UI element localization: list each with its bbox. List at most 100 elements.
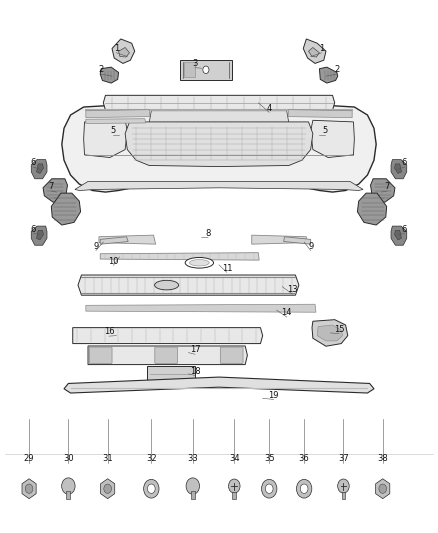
FancyBboxPatch shape [220, 347, 243, 364]
Polygon shape [78, 275, 299, 295]
Text: 9: 9 [93, 242, 99, 251]
Polygon shape [43, 179, 67, 202]
Text: 18: 18 [190, 367, 200, 376]
Circle shape [297, 479, 312, 498]
Text: 33: 33 [187, 455, 198, 463]
Polygon shape [36, 164, 43, 173]
Text: 2: 2 [334, 66, 339, 74]
Text: 15: 15 [334, 325, 344, 334]
Polygon shape [100, 253, 259, 260]
Circle shape [300, 484, 308, 494]
Polygon shape [73, 328, 263, 344]
Text: 38: 38 [378, 455, 388, 463]
Polygon shape [101, 479, 115, 499]
Text: 9: 9 [308, 242, 313, 251]
Polygon shape [288, 110, 352, 118]
Text: 31: 31 [102, 455, 113, 463]
Polygon shape [319, 67, 338, 83]
Circle shape [25, 484, 33, 494]
Polygon shape [376, 479, 390, 499]
Circle shape [229, 479, 240, 493]
Text: 36: 36 [299, 455, 310, 463]
Polygon shape [62, 99, 376, 192]
Circle shape [265, 484, 273, 494]
Polygon shape [88, 346, 247, 365]
Circle shape [261, 479, 277, 498]
Circle shape [104, 484, 112, 494]
Text: 10: 10 [108, 257, 119, 265]
Polygon shape [284, 237, 311, 244]
Polygon shape [303, 39, 326, 63]
Polygon shape [357, 193, 387, 225]
FancyBboxPatch shape [89, 347, 112, 364]
Polygon shape [99, 235, 155, 244]
Polygon shape [395, 230, 402, 240]
Polygon shape [395, 164, 402, 173]
Text: 5: 5 [322, 126, 327, 135]
Text: 7: 7 [385, 182, 390, 191]
Text: 6: 6 [402, 225, 407, 234]
Text: 5: 5 [111, 126, 116, 135]
FancyBboxPatch shape [342, 492, 345, 499]
Polygon shape [308, 47, 319, 57]
Text: 2: 2 [99, 66, 104, 74]
Circle shape [62, 478, 75, 494]
Polygon shape [31, 226, 47, 245]
Polygon shape [312, 320, 348, 346]
FancyBboxPatch shape [155, 347, 177, 364]
Text: 16: 16 [104, 327, 114, 336]
Circle shape [338, 479, 349, 493]
Text: 11: 11 [222, 264, 232, 272]
Polygon shape [100, 237, 128, 244]
Polygon shape [86, 304, 316, 312]
Text: 17: 17 [190, 345, 200, 354]
Polygon shape [314, 131, 323, 140]
Text: 30: 30 [63, 455, 74, 463]
FancyBboxPatch shape [233, 492, 236, 499]
Polygon shape [100, 67, 119, 83]
Circle shape [203, 66, 209, 74]
FancyBboxPatch shape [184, 62, 195, 77]
Polygon shape [317, 325, 343, 341]
Text: 14: 14 [282, 308, 292, 317]
Polygon shape [391, 226, 407, 245]
Ellipse shape [190, 260, 209, 266]
Text: 6: 6 [31, 158, 36, 167]
Polygon shape [119, 47, 130, 57]
Polygon shape [51, 193, 81, 225]
Polygon shape [22, 479, 36, 499]
Polygon shape [103, 95, 335, 110]
Circle shape [186, 478, 200, 494]
Polygon shape [75, 181, 363, 190]
Polygon shape [36, 230, 43, 240]
Polygon shape [125, 122, 313, 166]
Circle shape [148, 484, 155, 494]
Text: 8: 8 [205, 229, 211, 238]
Polygon shape [311, 120, 354, 158]
Text: 1: 1 [319, 44, 324, 53]
Polygon shape [115, 131, 124, 140]
FancyBboxPatch shape [191, 491, 195, 499]
Polygon shape [64, 377, 374, 393]
Polygon shape [112, 39, 135, 63]
Text: 1: 1 [114, 44, 119, 53]
Circle shape [144, 479, 159, 498]
Polygon shape [31, 160, 47, 179]
Text: 19: 19 [268, 391, 279, 400]
Text: 7: 7 [48, 182, 53, 191]
Polygon shape [391, 160, 407, 179]
Text: 37: 37 [338, 455, 349, 463]
Text: 13: 13 [287, 285, 298, 294]
Polygon shape [252, 235, 306, 244]
Text: 4: 4 [267, 103, 272, 112]
Text: 6: 6 [402, 158, 407, 167]
Polygon shape [86, 119, 146, 124]
FancyBboxPatch shape [67, 491, 70, 499]
Ellipse shape [185, 257, 214, 268]
Text: 29: 29 [24, 455, 34, 463]
FancyBboxPatch shape [147, 367, 195, 381]
Polygon shape [371, 179, 395, 202]
FancyBboxPatch shape [180, 60, 232, 80]
Text: 6: 6 [31, 225, 36, 234]
Text: 34: 34 [229, 455, 240, 463]
